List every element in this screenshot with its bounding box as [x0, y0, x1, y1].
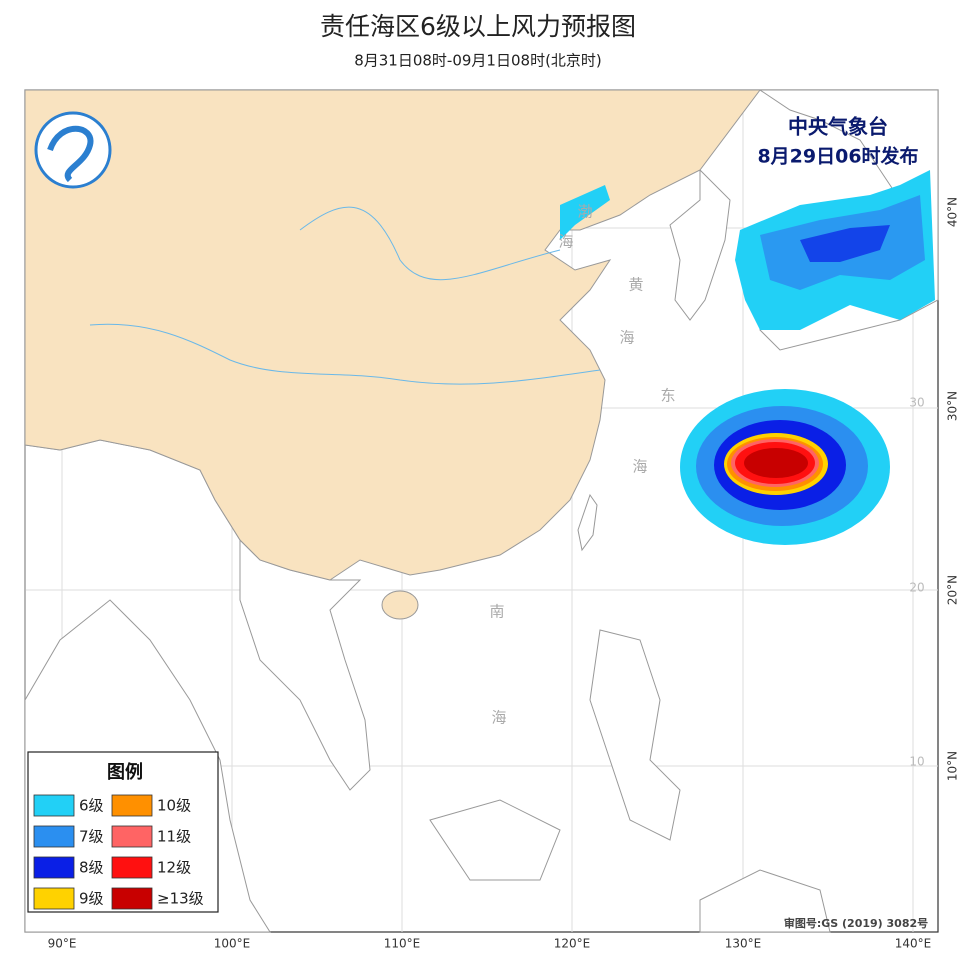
- lat-label: 40°N: [946, 197, 960, 227]
- legend-swatch: [111, 856, 153, 879]
- sea-label: 南: [489, 603, 504, 621]
- legend: 6级 7级 8级 9级 10级 11级 12级 ≥13级: [33, 794, 204, 910]
- lon-label: 140°E: [895, 937, 932, 951]
- sea-label: 黄: [628, 276, 643, 294]
- lon-label: 100°E: [214, 937, 251, 951]
- rivers: [89, 206, 601, 385]
- legend-swatch: [111, 825, 153, 848]
- legend-label: 10级: [157, 797, 191, 815]
- cma-logo: [34, 111, 112, 189]
- legend-swatch: [33, 794, 75, 817]
- wind-zone: [800, 225, 890, 262]
- legend-label: 6级: [79, 797, 104, 815]
- legend-label: ≥13级: [157, 890, 204, 908]
- grid-label: 10: [909, 755, 924, 769]
- axis-labels: 90°E 100°E 110°E 120°E 130°E 140°E 40°N 30°N 20°…: [48, 197, 960, 951]
- legend-swatch: [33, 825, 75, 848]
- lon-label: 120°E: [554, 937, 591, 951]
- lon-label: 90°E: [48, 937, 77, 951]
- grid-label: 30: [909, 396, 924, 410]
- legend-swatch: [111, 794, 153, 817]
- lat-label: 30°N: [946, 391, 960, 421]
- legend-title: 图例: [107, 761, 143, 783]
- legend-label: 8级: [79, 859, 104, 877]
- sea-label: 海: [632, 458, 647, 476]
- legend-swatch: [33, 887, 75, 910]
- wind-zone: [560, 185, 610, 240]
- grid-label: 20: [909, 581, 924, 595]
- legend-label: 9级: [79, 890, 104, 908]
- wind-zone: [744, 448, 808, 478]
- wind-zones: [560, 170, 935, 545]
- sea-label: 海: [491, 709, 506, 727]
- hainan: [381, 590, 419, 620]
- issued-time: 8月29日06时发布: [757, 145, 918, 168]
- lon-label: 110°E: [384, 937, 421, 951]
- legend-swatch: [33, 856, 75, 879]
- approval-number: 审图号:GS (2019) 3082号: [784, 916, 928, 930]
- sea-label: 海: [558, 233, 573, 251]
- title: 责任海区6级以上风力预报图: [320, 12, 636, 41]
- agency: 中央气象台: [788, 115, 888, 139]
- lat-label: 10°N: [946, 751, 960, 781]
- legend-label: 12级: [157, 859, 191, 877]
- sea-label: 海: [619, 329, 634, 347]
- sea-label: 渤: [577, 203, 592, 221]
- legend-label: 7级: [79, 828, 104, 846]
- sea-label: 东: [660, 387, 675, 405]
- subtitle: 8月31日08时-09月1日08时(北京时): [354, 52, 602, 70]
- lat-label: 20°N: [946, 575, 960, 605]
- legend-label: 11级: [157, 828, 191, 846]
- legend-swatch: [111, 887, 153, 910]
- lon-label: 130°E: [725, 937, 762, 951]
